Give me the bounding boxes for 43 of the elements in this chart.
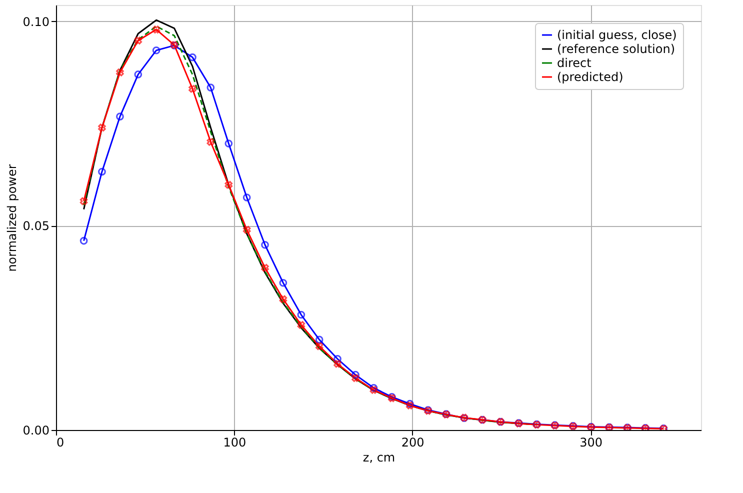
point (242, 194, 251, 202)
point (242, 226, 251, 234)
point (206, 84, 215, 92)
point (315, 342, 324, 350)
point (297, 321, 306, 329)
x-tick-label: 100 (223, 436, 246, 450)
y-tick-label: 0.10 (22, 14, 50, 29)
legend-label: (reference solution) (557, 42, 675, 56)
point (98, 124, 106, 132)
x-axis-title: z, cm (362, 450, 396, 464)
point (152, 26, 160, 34)
point (98, 168, 106, 176)
point (297, 310, 306, 319)
legend-label: direct (557, 56, 592, 70)
x-tick-label: 200 (401, 436, 424, 450)
point (334, 360, 342, 368)
y-tick-label: 0.05 (22, 219, 50, 234)
legend-label: (predicted) (557, 70, 624, 84)
point (334, 354, 342, 363)
point (116, 112, 124, 120)
point (224, 180, 233, 189)
point (188, 53, 196, 62)
point (370, 384, 378, 392)
point (352, 374, 360, 382)
point (352, 370, 360, 379)
point (188, 84, 196, 93)
y-tick-label: 0.00 (22, 424, 50, 438)
y-axis-title: normalized power (4, 164, 19, 272)
point (206, 138, 215, 146)
point (152, 46, 160, 54)
point (116, 68, 124, 76)
point (80, 197, 88, 206)
point (134, 36, 142, 44)
x-tick-label: 300 (580, 436, 602, 450)
point (261, 264, 269, 272)
point (315, 336, 324, 344)
point (134, 70, 142, 78)
point (224, 140, 233, 148)
x-tick-label: 0 (56, 436, 64, 450)
point (279, 295, 288, 304)
legend-label: (initial guess, close) (557, 28, 677, 42)
point (279, 278, 288, 287)
point (261, 240, 269, 249)
